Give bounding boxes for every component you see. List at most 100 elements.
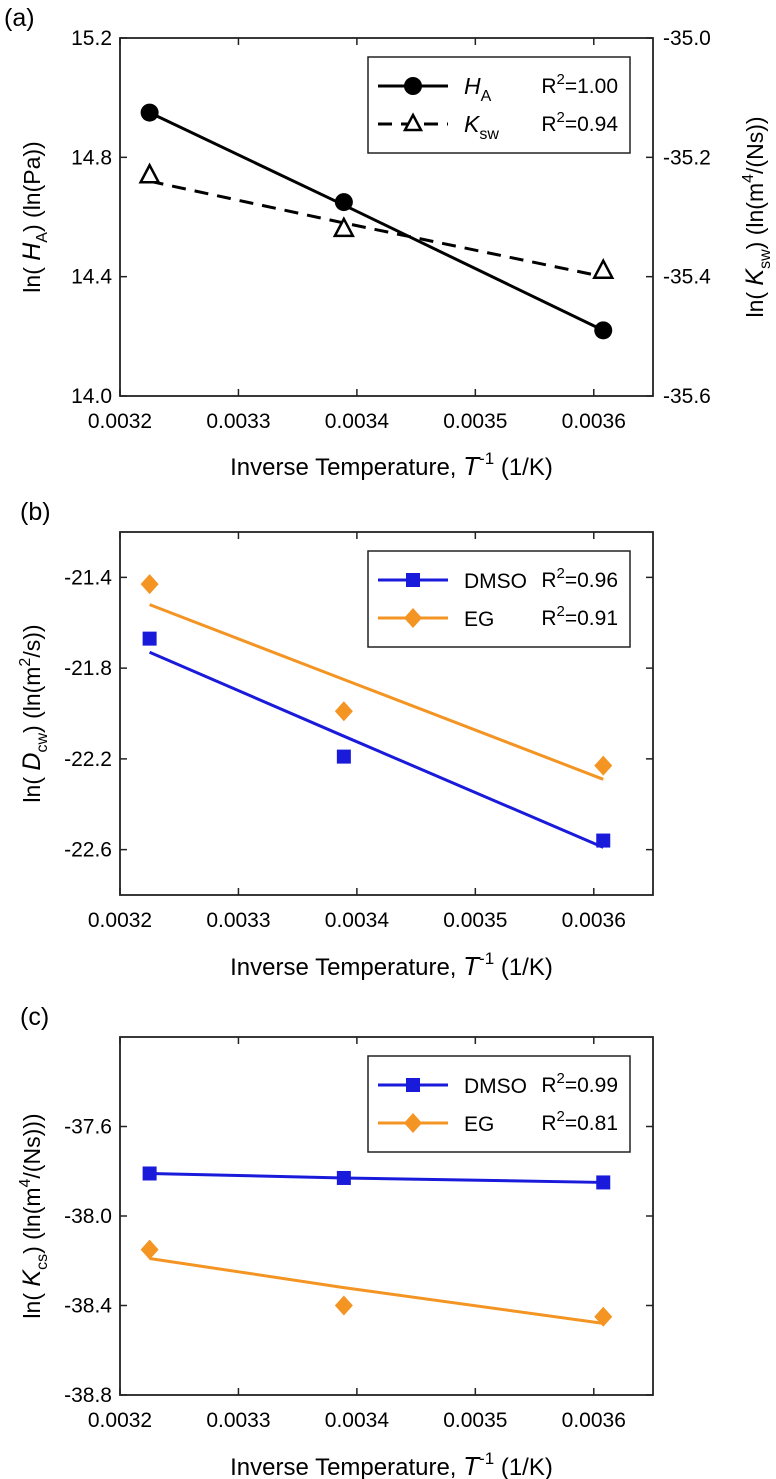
legend-entry-name: EG xyxy=(464,608,494,631)
chart-panel-c: (c) 0.0032 0.0033 0.0034 0.0035 0.0036 -38.8 -3… xyxy=(17,1003,654,1479)
data-point-0 xyxy=(138,162,161,184)
x-tick-label: 0.0035 xyxy=(443,1409,507,1432)
y-axis-label-pre: ln( xyxy=(19,771,45,803)
chart-panel-b: (b) 0.0032 0.0033 0.0034 0.0035 0.0036 -22.6 -2… xyxy=(17,498,654,981)
x-tick-label: 0.0036 xyxy=(562,1409,626,1432)
y-axis-label-right-post2: /(Ns)) xyxy=(742,116,768,173)
x-axis-label-unit: (1/K) xyxy=(494,1454,553,1479)
axes-box xyxy=(119,37,654,397)
legend-box xyxy=(367,1055,631,1153)
data-point-2 xyxy=(594,755,613,776)
x-axis-label-var: T xyxy=(463,951,481,981)
x-tick-label: 0.0036 xyxy=(562,909,626,932)
legend-r2-text: R xyxy=(541,569,556,592)
legend-r2-sup: 2 xyxy=(557,71,565,88)
legend-entry-r2: R2=0.81 xyxy=(541,1108,618,1135)
series-0 xyxy=(142,1166,611,1190)
legend-entry-sub: sw xyxy=(479,126,499,143)
data-point-1 xyxy=(332,216,355,238)
data-point-0 xyxy=(140,103,159,122)
legend-entry-r2: R2=0.99 xyxy=(541,1070,618,1097)
y-axis-label-right: ln( Ksw) (ln(m4/(Ns)) xyxy=(740,116,774,317)
y-axis-label-right-pre: ln( xyxy=(742,286,768,318)
x-axis-label-sup: -1 xyxy=(479,1449,494,1468)
y-axis-label-post: ) (ln(m xyxy=(19,667,45,733)
legend-entry-sub: A xyxy=(481,88,492,105)
legend-r2-sup: 2 xyxy=(557,109,565,126)
y-axis-label-pre: ln( xyxy=(19,261,45,293)
legend-marker xyxy=(404,1113,422,1133)
x-tick-label: 0.0034 xyxy=(325,909,390,932)
y-tick-label: -21.8 xyxy=(64,657,112,680)
y-tick-label: -37.6 xyxy=(64,1116,112,1139)
legend-r2-value: =0.81 xyxy=(565,1112,618,1135)
x-axis-label-text: Inverse Temperature, xyxy=(230,954,463,981)
legend-r2-text: R xyxy=(541,607,556,630)
fit-line xyxy=(149,1257,604,1325)
y-tick-label-right: -35.2 xyxy=(663,146,711,169)
x-axis-label-unit: (1/K) xyxy=(494,954,553,981)
legend-box xyxy=(367,56,631,154)
fit-line xyxy=(149,603,604,781)
fit-line xyxy=(149,179,604,279)
legend-r2-sup: 2 xyxy=(557,1070,565,1087)
legend-entry-var: H xyxy=(464,73,481,99)
data-point-0 xyxy=(140,574,159,595)
y-tick-label: -38.0 xyxy=(64,1205,112,1228)
x-axis-label-unit: (1/K) xyxy=(494,454,553,481)
x-tick-label: 0.0032 xyxy=(88,410,152,433)
x-tick-label: 0.0033 xyxy=(206,1409,270,1432)
fit-line xyxy=(149,650,604,849)
y-axis-label-pre: ln( xyxy=(19,1287,45,1319)
fit-line xyxy=(149,1171,604,1184)
y-tick-label: -22.2 xyxy=(64,748,112,771)
y-axis-label-var: H xyxy=(18,242,46,261)
data-point-0 xyxy=(140,1239,159,1260)
legend-r2-value: =0.94 xyxy=(565,113,618,136)
legend-entry-r2: R2=0.96 xyxy=(541,565,618,592)
y-tick-label: -21.4 xyxy=(64,566,112,589)
legend-entry-r2: R2=0.91 xyxy=(541,603,618,630)
y-axis-label: ln( Dcw) (ln(m2/s)) xyxy=(17,624,51,802)
legend-r2-sup: 2 xyxy=(557,603,565,620)
y-axis-label-sub: A xyxy=(34,232,51,243)
y-tick-label: -38.4 xyxy=(64,1295,112,1318)
y-tick-label: 15.2 xyxy=(71,27,112,50)
y-tick-label-right: -35.6 xyxy=(663,385,711,408)
y-axis-label-right-post: ) (ln(m xyxy=(742,183,768,249)
y-axis-label-right-var: K xyxy=(741,268,769,286)
legend-entry-label: HA xyxy=(464,73,492,105)
legend-r2-value: =1.00 xyxy=(565,75,618,98)
legend-r2-sup: 2 xyxy=(557,565,565,582)
legend-marker xyxy=(404,608,422,628)
legend-entry-label: EG xyxy=(464,1113,494,1136)
data-point-2 xyxy=(596,833,611,848)
y-tick-label: 14.0 xyxy=(71,385,112,408)
legend-entry-label: Ksw xyxy=(464,111,499,143)
x-tick-label: 0.0034 xyxy=(325,1409,390,1432)
x-tick-label: 0.0034 xyxy=(325,410,390,433)
x-axis-label-var: T xyxy=(463,1451,481,1479)
legend-entry-name: EG xyxy=(464,1113,494,1136)
y-axis-label-sup: 2 xyxy=(17,658,34,667)
y-tick-label: -38.8 xyxy=(64,1384,112,1407)
data-point-1 xyxy=(334,193,353,212)
panel-label: (c) xyxy=(20,1003,49,1031)
legend-marker xyxy=(402,112,424,132)
data-point-1 xyxy=(336,749,351,764)
y-axis-label: ln( Kcs) (ln(m4/(Ns))) xyxy=(17,1113,51,1318)
series-1 xyxy=(140,574,613,781)
y-axis-label-post: ) (ln(m xyxy=(19,1187,45,1253)
data-point-2 xyxy=(596,1175,611,1190)
legend-marker xyxy=(406,573,420,587)
data-point-1 xyxy=(334,701,353,722)
panel-label: (a) xyxy=(4,4,35,32)
x-tick-label: 0.0035 xyxy=(443,909,507,932)
x-tick-label: 0.0033 xyxy=(206,410,270,433)
legend-r2-text: R xyxy=(541,113,556,136)
legend-r2-text: R xyxy=(541,75,556,98)
legend-entry-label: DMSO xyxy=(464,1075,527,1098)
data-point-1 xyxy=(336,1170,351,1185)
